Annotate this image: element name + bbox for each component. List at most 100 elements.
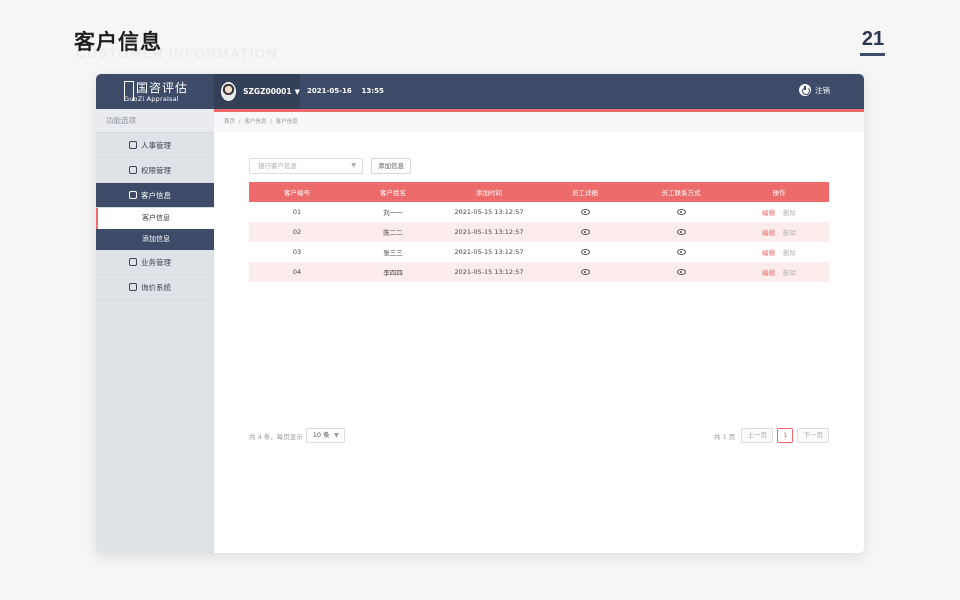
customer-table: 客户编号 客户姓名 添加时间 员工详细 员工联系方式 操作 01 刘一一 202… (249, 182, 829, 282)
table-header-row: 客户编号 客户姓名 添加时间 员工详细 员工联系方式 操作 (249, 182, 829, 202)
sidebar-item-label: 业务管理 (141, 257, 171, 267)
column-header: 员工联系方式 (633, 182, 729, 202)
table-row: 04 李四四 2021-05-15 13:12:57 编辑 删除 (249, 262, 829, 282)
logout-label: 注销 (815, 85, 830, 95)
page-size-value: 10 条 (312, 431, 330, 439)
page-number-underline (860, 53, 885, 56)
sidebar-item-label: 客户信息 (141, 190, 171, 200)
chevron-down-icon: ▼ (351, 162, 356, 169)
added-time: 2021-05-15 13:12:57 (441, 222, 537, 242)
chevron-down-icon: ▼ (334, 432, 339, 439)
pagination-summary: 共 4 条，每页显示 10 条 ▼ (249, 428, 345, 443)
navbar-accent-line (214, 109, 864, 112)
edit-link[interactable]: 编辑 (762, 229, 775, 237)
customer-type-select[interactable]: 银行客户信息 ▼ (249, 158, 363, 174)
sidebar-item-business[interactable]: 业务管理 (96, 250, 214, 275)
breadcrumb-home[interactable]: 首页 (224, 119, 236, 125)
add-info-button[interactable]: 添加信息 (371, 158, 411, 174)
pagination: 共 1 页 上一页 1 下一页 (714, 428, 830, 443)
customer-id: 03 (292, 248, 302, 256)
view-contact-eye-icon[interactable] (676, 229, 686, 235)
view-contact-eye-icon[interactable] (676, 249, 686, 255)
sidebar-heading: 功能选项 (96, 109, 214, 133)
view-details-eye-icon[interactable] (580, 249, 590, 255)
cloud-icon (129, 283, 137, 291)
clipboard-icon (129, 258, 137, 266)
edit-link[interactable]: 编辑 (762, 249, 775, 257)
customer-id: 04 (249, 262, 345, 282)
people-icon (129, 141, 137, 149)
select-placeholder: 银行客户信息 (258, 162, 297, 170)
user-id: SZGZ00001 (243, 87, 292, 96)
user-permission-icon (129, 166, 137, 174)
logo[interactable]: 国咨评估 GuoZi Appraisal (96, 74, 214, 109)
breadcrumb-current: 客户信息 (275, 119, 298, 125)
slide-title: 客户信息 (74, 30, 162, 54)
column-header: 操作 (729, 182, 829, 202)
view-details-eye-icon[interactable] (580, 269, 590, 275)
column-header: 员工详细 (537, 182, 633, 202)
breadcrumb-customer-info[interactable]: 客户信息 (244, 119, 267, 125)
customer-id: 01 (292, 208, 302, 216)
table-row: 01 刘一一 2021-05-15 13:12:57 编辑 删除 (249, 202, 829, 222)
logo-en-text: GuoZi Appraisal (124, 95, 179, 103)
delete-link[interactable]: 删除 (783, 249, 796, 257)
sidebar-item-hr[interactable]: 人事管理 (96, 133, 214, 158)
logo-mark-icon (124, 81, 134, 101)
slide-subtitle: CUSTOMER INFORMATION (76, 45, 278, 61)
current-time: 13:55 (361, 87, 384, 95)
toolbar: 银行客户信息 ▼ 添加信息 (249, 158, 411, 174)
sidebar-item-label: 权限管理 (141, 165, 171, 175)
column-header: 客户编号 (249, 182, 345, 202)
breadcrumb: 首页 / 客户信息 / 客户信息 (214, 112, 864, 132)
total-count-text: 共 4 条，每页显示 (249, 432, 303, 441)
sidebar-item-label: 询价系统 (141, 282, 171, 292)
edit-link[interactable]: 编辑 (762, 209, 775, 217)
prev-page-button[interactable]: 上一页 (741, 428, 774, 443)
customer-name: 张三三 (383, 249, 403, 257)
added-time: 2021-05-15 13:12:57 (454, 208, 524, 216)
power-icon (799, 84, 811, 96)
customer-name: 刘一一 (383, 209, 403, 217)
breadcrumb-separator: / (238, 119, 241, 125)
sidebar-item-permissions[interactable]: 权限管理 (96, 158, 214, 183)
submenu-add-info[interactable]: 添加信息 (96, 229, 214, 250)
column-header: 添加时间 (441, 182, 537, 202)
edit-link[interactable]: 编辑 (762, 269, 775, 277)
top-navbar: 国咨评估 GuoZi Appraisal SZGZ00001 ▼ 2021-05… (96, 74, 864, 109)
customer-id: 02 (249, 222, 345, 242)
added-time: 2021-05-15 13:12:57 (441, 262, 537, 282)
table-row: 02 陈二二 2021-05-15 13:12:57 编辑 删除 (249, 222, 829, 242)
total-pages-text: 共 1 页 (714, 432, 736, 441)
main-content: 首页 / 客户信息 / 客户信息 银行客户信息 ▼ 添加信息 客户编号 客户姓名 (214, 112, 864, 553)
app-window: 国咨评估 GuoZi Appraisal SZGZ00001 ▼ 2021-05… (96, 74, 864, 553)
avatar (221, 82, 237, 101)
user-menu[interactable]: SZGZ00001 ▼ (214, 74, 300, 109)
next-page-button[interactable]: 下一页 (797, 428, 830, 443)
current-page-button[interactable]: 1 (777, 428, 794, 443)
delete-link[interactable]: 删除 (783, 269, 796, 277)
column-header: 客户姓名 (345, 182, 441, 202)
caret-down-icon: ▼ (294, 87, 300, 96)
logout-button[interactable]: 注销 (799, 84, 830, 96)
customer-name: 陈二二 (345, 222, 441, 242)
breadcrumb-separator: / (270, 119, 272, 125)
datetime: 2021-05-16 13:55 (307, 87, 384, 95)
sidebar: 功能选项 人事管理 权限管理 客户信息 客户信息 添加信息 业务管理 询价系统 (96, 109, 214, 553)
page-number: 21 (861, 28, 885, 50)
customer-info-icon (129, 191, 137, 199)
added-time: 2021-05-15 13:12:57 (454, 248, 524, 256)
sidebar-item-customer-info[interactable]: 客户信息 (96, 183, 214, 208)
view-details-eye-icon[interactable] (580, 229, 590, 235)
logo-cn-text: 国咨评估 (136, 81, 189, 95)
delete-link[interactable]: 删除 (783, 229, 796, 237)
delete-link[interactable]: 删除 (783, 209, 796, 217)
sidebar-item-label: 人事管理 (141, 140, 171, 150)
page-size-select[interactable]: 10 条 ▼ (305, 428, 345, 443)
view-contact-eye-icon[interactable] (676, 209, 686, 215)
table-row: 03 张三三 2021-05-15 13:12:57 编辑 删除 (249, 242, 829, 262)
sidebar-item-inquiry[interactable]: 询价系统 (96, 275, 214, 300)
submenu-customer-info[interactable]: 客户信息 (96, 208, 214, 229)
view-contact-eye-icon[interactable] (676, 269, 686, 275)
view-details-eye-icon[interactable] (580, 209, 590, 215)
